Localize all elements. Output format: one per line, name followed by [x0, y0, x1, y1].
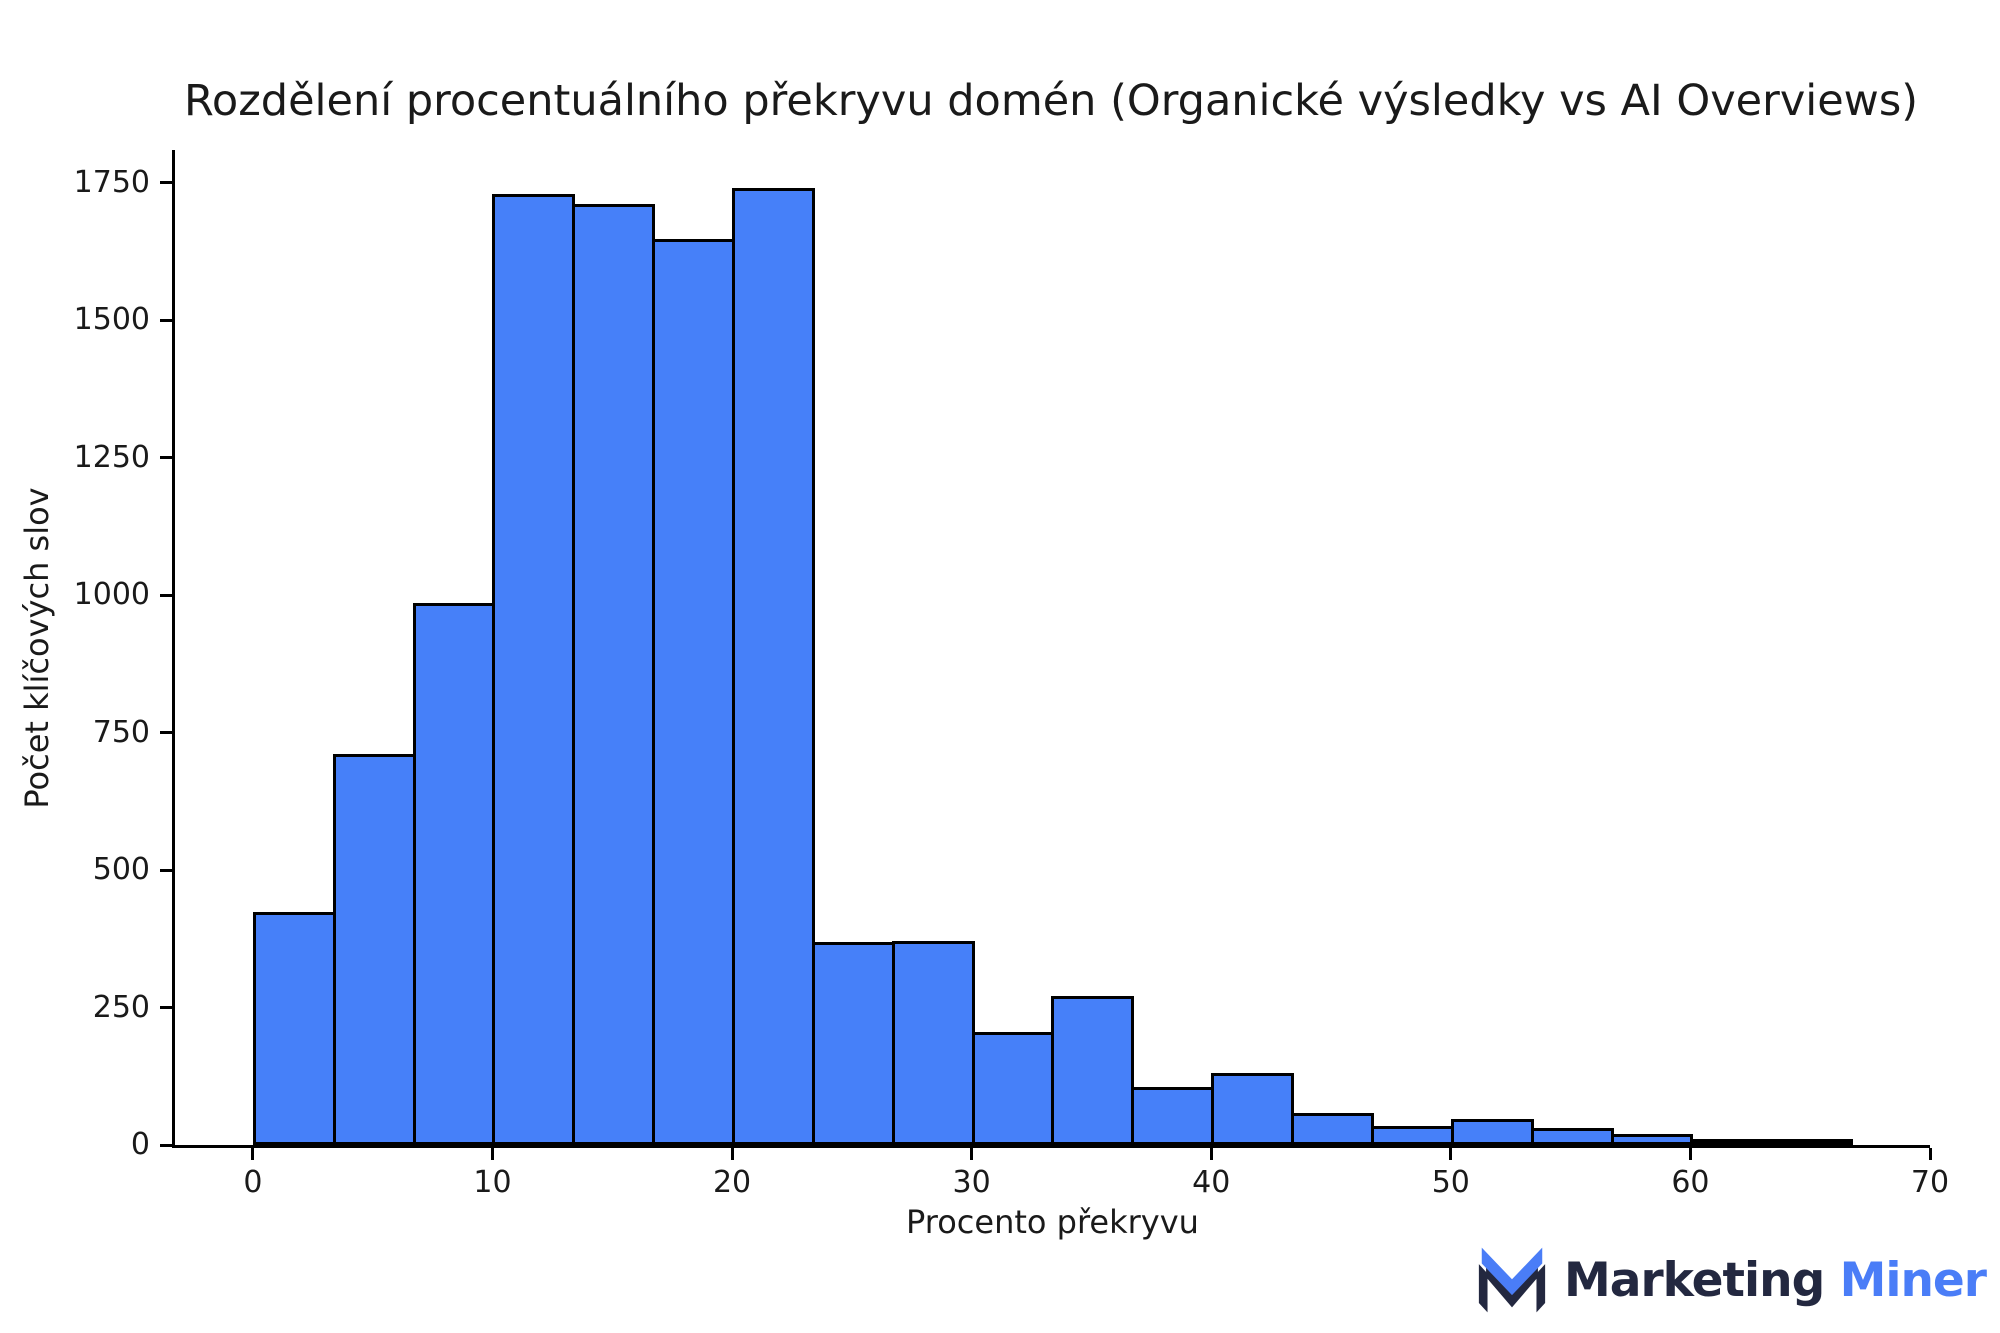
x-tick-mark	[730, 1148, 734, 1160]
brand-logo-text: Marketing Miner	[1564, 1252, 1987, 1308]
x-tick-label: 0	[243, 1165, 263, 1200]
y-tick-mark	[160, 731, 172, 735]
x-tick-mark	[1449, 1148, 1453, 1160]
chart-title: Rozdělení procentuálního překryvu domén …	[183, 76, 1919, 126]
y-axis-label: Počet klíčových slov	[18, 486, 56, 809]
x-tick-mark	[251, 1148, 255, 1160]
histogram-bar	[332, 754, 416, 1145]
histogram-bar	[971, 1031, 1055, 1145]
histogram-bar	[1690, 1139, 1774, 1145]
y-tick-label: 250	[92, 989, 150, 1025]
y-tick-label: 1500	[73, 302, 150, 338]
histogram-bar	[572, 203, 656, 1145]
histogram-bar	[811, 942, 895, 1145]
x-tick-label: 70	[1910, 1165, 1950, 1200]
x-tick-mark	[1928, 1148, 1932, 1160]
histogram-bar	[492, 194, 576, 1145]
y-tick-label: 0	[130, 1127, 150, 1162]
x-tick-label: 60	[1671, 1165, 1710, 1200]
x-axis-label: Procento překryvu	[906, 1203, 1199, 1241]
y-tick-mark	[160, 181, 172, 185]
y-tick-mark	[160, 456, 172, 460]
brand-logo: Marketing Miner	[1476, 1243, 1987, 1317]
histogram-bar	[1450, 1119, 1534, 1145]
y-tick-label: 500	[92, 852, 150, 888]
brand-name-marketing: Marketing	[1564, 1252, 1825, 1308]
y-tick-label: 750	[92, 714, 150, 750]
histogram-bar	[1291, 1112, 1374, 1145]
x-tick-label: 30	[952, 1165, 991, 1200]
histogram-bar	[252, 912, 336, 1145]
y-tick-mark	[160, 1006, 172, 1010]
x-tick-label: 40	[1192, 1165, 1231, 1200]
x-tick-label: 50	[1431, 1165, 1470, 1200]
histogram-bar	[1770, 1139, 1854, 1145]
x-tick-mark	[490, 1148, 494, 1160]
histogram-bar	[1370, 1125, 1454, 1145]
histogram-bar	[1530, 1128, 1614, 1145]
brand-name-miner: Miner	[1839, 1252, 1987, 1308]
x-tick-label: 20	[712, 1165, 752, 1200]
histogram-bar	[891, 940, 975, 1145]
histogram-bar	[732, 187, 815, 1145]
histogram-bar	[1051, 996, 1135, 1145]
histogram-bar	[412, 603, 496, 1145]
histogram-bar	[1211, 1073, 1295, 1145]
y-tick-label: 1750	[73, 164, 150, 200]
y-tick-mark	[160, 1143, 172, 1147]
y-tick-label: 1000	[73, 577, 150, 613]
y-tick-mark	[160, 868, 172, 872]
histogram-bar	[1610, 1134, 1694, 1145]
x-tick-mark	[1688, 1148, 1692, 1160]
y-tick-label: 1250	[73, 439, 150, 475]
y-tick-mark	[160, 318, 172, 322]
histogram-bar	[1131, 1087, 1215, 1145]
plot-area: Počet klíčových slov Procento překryvu 0…	[18, 150, 1949, 1241]
histogram-bar	[652, 239, 736, 1145]
x-tick-mark	[1209, 1148, 1213, 1160]
x-tick-label: 10	[473, 1165, 512, 1200]
x-tick-mark	[970, 1148, 974, 1160]
y-tick-mark	[160, 593, 172, 597]
marketing-miner-logo-icon	[1478, 1247, 1546, 1313]
